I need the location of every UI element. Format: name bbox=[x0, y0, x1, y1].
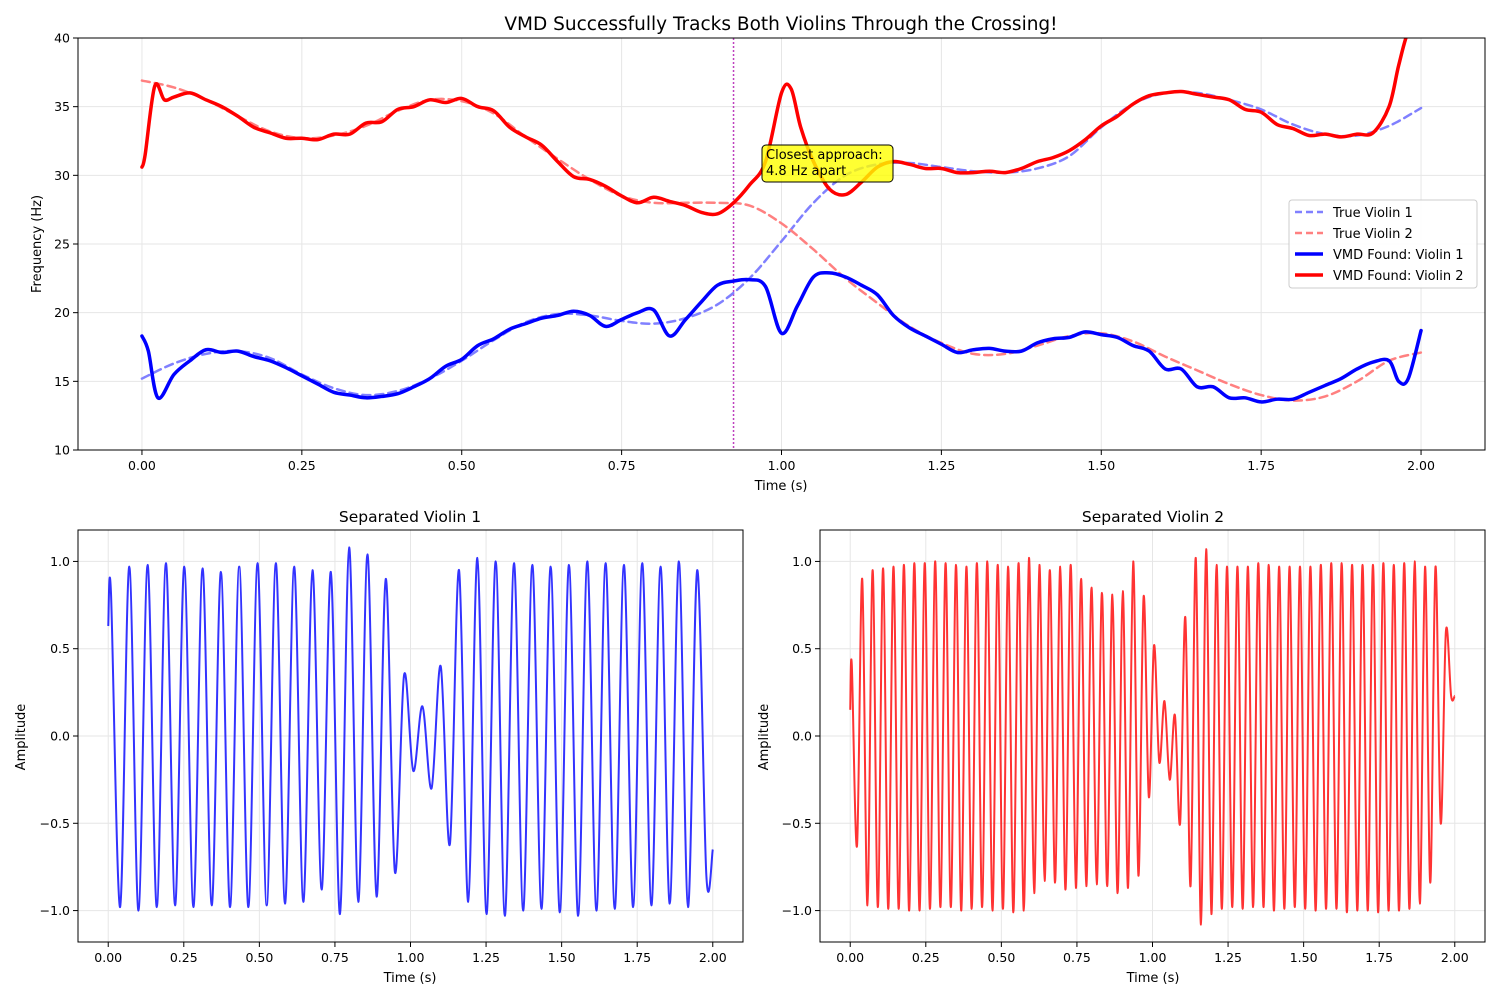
violin-1-x-axis-label: Time (s) bbox=[383, 971, 437, 986]
separated-violin-1-chart: Separated Violin 1 0.00 0.25 0.50 0.75 1.00 1… bbox=[14, 508, 744, 986]
x-tick-label: 0.50 bbox=[448, 458, 476, 473]
annotation-box bbox=[761, 144, 894, 183]
x-tick-label: 1.00 bbox=[768, 458, 796, 473]
violin-1-panel-title: Separated Violin 1 bbox=[339, 508, 481, 526]
y-tick-label: 1.0 bbox=[50, 554, 70, 569]
vmd-violin-2-line bbox=[140, 38, 1408, 217]
x-tick-label: 1.75 bbox=[623, 950, 651, 965]
violin-2-signal-line bbox=[849, 548, 1456, 926]
annotation-line-1: Closest approach: bbox=[766, 148, 883, 163]
x-tick-label: 1.25 bbox=[472, 950, 500, 965]
y-tick-label: 0.0 bbox=[50, 729, 70, 744]
x-tick-label: 0.75 bbox=[1063, 950, 1091, 965]
x-tick-label: 0.00 bbox=[94, 950, 122, 965]
violin-1-grid bbox=[78, 530, 743, 942]
closest-approach-annotation: Closest approach: 4.8 Hz apart bbox=[761, 144, 894, 183]
annotation-line-2: 4.8 Hz apart bbox=[766, 164, 846, 179]
y-tick-label: 25 bbox=[54, 237, 70, 252]
violin-2-panel-title: Separated Violin 2 bbox=[1082, 508, 1224, 526]
x-tick-label: 1.00 bbox=[1139, 950, 1167, 965]
y-tick-label: 15 bbox=[54, 374, 70, 389]
x-tick-label: 0.50 bbox=[245, 950, 273, 965]
y-tick-label: 0.5 bbox=[50, 641, 70, 656]
frequency-ticks: 0.00 0.25 0.50 0.75 1.00 1.25 1.50 1.75 2.00 10 15… bbox=[54, 31, 1435, 474]
y-tick-label: 0.0 bbox=[792, 729, 812, 744]
x-tick-label: 0.25 bbox=[288, 458, 316, 473]
x-tick-label: 1.25 bbox=[927, 458, 955, 473]
y-tick-label: −0.5 bbox=[782, 816, 812, 831]
legend-label-vmd-violin-1: VMD Found: Violin 1 bbox=[1333, 248, 1464, 263]
violin-2-waveform bbox=[849, 548, 1456, 926]
main-chart-title: VMD Successfully Tracks Both Violins Thr… bbox=[504, 14, 1057, 35]
x-tick-label: 1.75 bbox=[1247, 458, 1275, 473]
x-tick-label: 2.00 bbox=[1441, 950, 1469, 965]
x-tick-label: 2.00 bbox=[1407, 458, 1435, 473]
violin-1-y-axis-label: Amplitude bbox=[14, 704, 29, 771]
y-tick-label: −0.5 bbox=[40, 816, 70, 831]
legend-label-vmd-violin-2: VMD Found: Violin 2 bbox=[1333, 269, 1464, 284]
legend: True Violin 1 True Violin 2 VMD Found: V… bbox=[1288, 199, 1478, 289]
y-tick-label: 40 bbox=[54, 31, 70, 46]
x-tick-label: 0.50 bbox=[987, 950, 1015, 965]
vmd-violin-1-line bbox=[140, 270, 1423, 404]
x-tick-label: 0.00 bbox=[836, 950, 864, 965]
legend-label-true-violin-1: True Violin 1 bbox=[1332, 206, 1413, 221]
legend-label-true-violin-2: True Violin 2 bbox=[1332, 227, 1413, 242]
x-tick-label: 1.50 bbox=[1087, 458, 1115, 473]
x-tick-label: 1.00 bbox=[397, 950, 425, 965]
x-tick-label: 1.50 bbox=[548, 950, 576, 965]
y-tick-label: 20 bbox=[54, 305, 70, 320]
frequency-tracking-chart: VMD Successfully Tracks Both Violins Thr… bbox=[30, 14, 1486, 494]
x-tick-label: 0.25 bbox=[912, 950, 940, 965]
y-tick-label: 30 bbox=[54, 168, 70, 183]
y-tick-label: 0.5 bbox=[792, 641, 812, 656]
violin-1-ticks: 0.00 0.25 0.50 0.75 1.00 1.25 1.50 1.75 2.00 −1.0… bbox=[40, 554, 727, 965]
x-tick-label: 0.75 bbox=[608, 458, 636, 473]
x-tick-label: 0.75 bbox=[321, 950, 349, 965]
x-tick-label: 0.00 bbox=[128, 458, 156, 473]
frequency-x-axis-label: Time (s) bbox=[754, 479, 808, 494]
x-tick-label: 1.75 bbox=[1365, 950, 1393, 965]
frequency-series bbox=[140, 38, 1423, 404]
x-tick-label: 1.50 bbox=[1290, 950, 1318, 965]
y-tick-label: 1.0 bbox=[792, 554, 812, 569]
violin-1-signal-line bbox=[107, 546, 714, 917]
violin-2-ticks: 0.00 0.25 0.50 0.75 1.00 1.25 1.50 1.75 2.00 −1.0… bbox=[782, 554, 1469, 965]
x-tick-label: 1.25 bbox=[1214, 950, 1242, 965]
y-tick-label: 10 bbox=[54, 443, 70, 458]
y-tick-label: 35 bbox=[54, 99, 70, 114]
violin-1-waveform bbox=[107, 546, 714, 917]
x-tick-label: 0.25 bbox=[170, 950, 198, 965]
frequency-y-axis-label: Frequency (Hz) bbox=[30, 195, 45, 293]
violin-2-x-axis-label: Time (s) bbox=[1126, 971, 1180, 986]
y-tick-label: −1.0 bbox=[40, 903, 70, 918]
separated-violin-2-chart: Separated Violin 2 0.00 0.25 0.50 0.75 1.00 1… bbox=[757, 508, 1486, 986]
legend-box bbox=[1288, 199, 1478, 289]
x-tick-label: 2.00 bbox=[699, 950, 727, 965]
violin-2-y-axis-label: Amplitude bbox=[757, 704, 772, 771]
y-tick-label: −1.0 bbox=[782, 903, 812, 918]
